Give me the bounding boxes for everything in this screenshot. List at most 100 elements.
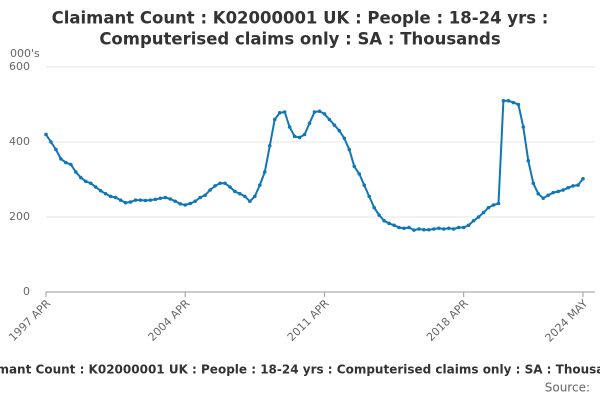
- x-tick-label: 2004 APR: [146, 297, 193, 344]
- point: [253, 194, 257, 199]
- point: [44, 132, 48, 137]
- point: [307, 121, 312, 126]
- point: [103, 191, 108, 196]
- point: [203, 193, 207, 198]
- point: [168, 197, 173, 201]
- y-axis-label: 000's: [10, 47, 40, 60]
- point: [397, 225, 401, 230]
- point: [188, 201, 192, 206]
- point: [337, 128, 342, 133]
- point: [258, 183, 262, 187]
- point: [387, 221, 391, 226]
- point: [471, 218, 476, 223]
- point: [74, 170, 78, 174]
- point: [486, 205, 491, 210]
- point: [163, 195, 168, 200]
- point: [536, 191, 541, 196]
- point: [367, 194, 371, 199]
- point: [113, 195, 118, 200]
- point: [342, 136, 347, 141]
- point: [83, 179, 88, 184]
- point: [332, 123, 337, 127]
- point: [317, 109, 322, 114]
- point: [54, 147, 58, 152]
- x-tick-label: 2024 MAY: [543, 297, 591, 345]
- y-tick-label: 400: [9, 135, 30, 148]
- point: [143, 198, 148, 203]
- point: [59, 157, 63, 161]
- point: [466, 223, 471, 228]
- point: [461, 225, 466, 230]
- point: [481, 210, 486, 215]
- x-tick-label: 2011 APR: [285, 297, 332, 344]
- point: [287, 125, 292, 129]
- point: [322, 112, 327, 116]
- point: [437, 226, 441, 231]
- point: [441, 227, 446, 231]
- point: [407, 225, 411, 230]
- point: [193, 199, 197, 204]
- point: [392, 223, 396, 228]
- point: [521, 125, 526, 129]
- point: [561, 188, 565, 192]
- point: [198, 195, 202, 200]
- point: [173, 199, 178, 204]
- point: [352, 164, 357, 169]
- point: [526, 158, 531, 163]
- point: [546, 193, 550, 198]
- point: [88, 181, 93, 186]
- x-tick-label: 1997 APR: [6, 297, 53, 344]
- point: [412, 228, 416, 232]
- point: [218, 181, 222, 186]
- point: [297, 135, 302, 140]
- point: [233, 189, 237, 194]
- point: [79, 175, 83, 180]
- point: [133, 198, 138, 202]
- point: [108, 194, 113, 199]
- point: [238, 191, 242, 196]
- y-tick-label: 0: [23, 285, 30, 298]
- footer: Claimant Count : K02000001 UK : People :…: [0, 363, 600, 377]
- point: [93, 185, 98, 189]
- point: [148, 198, 153, 202]
- point: [357, 172, 362, 176]
- point: [432, 227, 436, 231]
- point: [282, 110, 287, 114]
- point: [277, 110, 282, 115]
- y-tick-label: 200: [9, 210, 30, 223]
- point: [153, 197, 158, 202]
- point: [541, 196, 546, 201]
- point: [402, 226, 406, 231]
- point: [272, 117, 277, 122]
- point: [511, 100, 516, 105]
- point: [516, 102, 521, 107]
- point: [491, 203, 496, 207]
- point: [208, 188, 212, 192]
- point: [228, 185, 232, 189]
- point: [312, 110, 317, 114]
- point: [267, 143, 272, 148]
- line: [45, 99, 584, 232]
- point: [427, 227, 431, 232]
- point: [506, 98, 511, 103]
- point: [347, 147, 352, 152]
- point: [551, 190, 555, 195]
- point: [581, 176, 585, 181]
- point: [422, 227, 426, 232]
- point: [243, 194, 247, 199]
- point: [476, 215, 481, 219]
- point: [362, 183, 367, 187]
- chart-title: Computerised claims only : SA : Thousand…: [99, 30, 501, 49]
- chart-title: Claimant Count : K02000001 UK : People :…: [52, 9, 549, 28]
- point: [69, 162, 73, 167]
- point: [248, 199, 252, 204]
- point: [456, 225, 461, 230]
- y-tick-label: 600: [9, 60, 30, 73]
- point: [98, 188, 103, 193]
- point: [531, 181, 536, 186]
- point: [417, 227, 421, 231]
- point: [451, 227, 456, 231]
- point: [49, 140, 53, 144]
- point: [138, 198, 143, 202]
